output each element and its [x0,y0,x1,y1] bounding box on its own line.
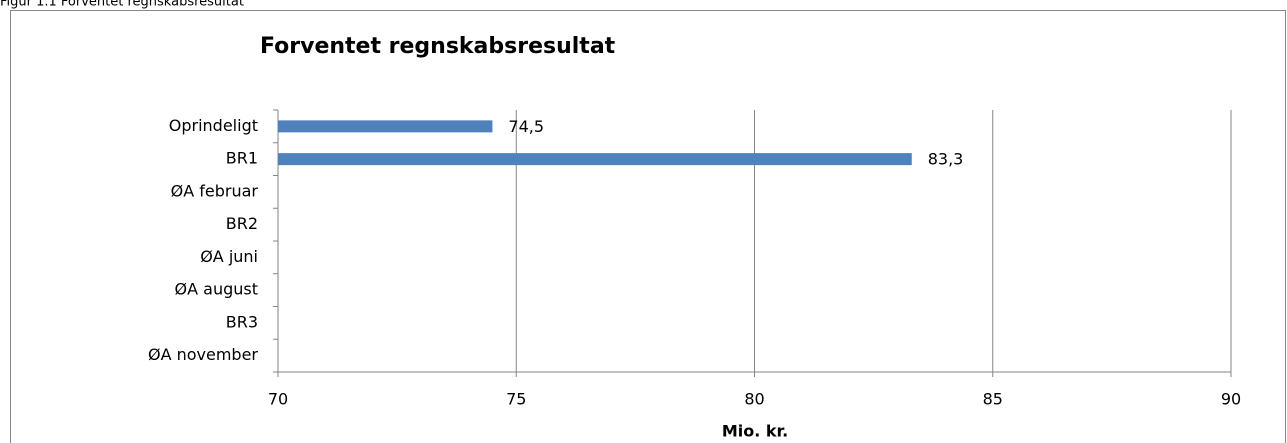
x-tick-label: 70 [268,390,288,409]
data-label: 74,5 [508,117,544,136]
x-tick-label: 75 [506,390,526,409]
x-tick-label: 80 [744,390,764,409]
y-tick-label: ØA juni [200,247,258,266]
y-tick-label: ØA august [175,280,258,299]
data-label: 83,3 [928,150,964,169]
x-axis-label: Mio. kr. [722,422,788,441]
figure-caption: Figur 1.1 Forventet regnskabsresultat [0,0,244,10]
y-tick-label: BR3 [226,312,258,331]
y-tick-label: BR2 [226,214,258,233]
bar [278,120,493,133]
y-tick-label: Oprindeligt [169,116,258,135]
y-tick-label: ØA november [148,345,258,364]
x-tick-label: 85 [983,390,1003,409]
y-tick-label: ØA februar [171,181,259,200]
chart-title: Forventet regnskabsresultat [260,34,616,59]
chart-frame [10,10,1286,443]
bar [278,153,912,166]
x-tick-label: 90 [1221,390,1241,409]
y-tick-label: BR1 [226,149,258,168]
